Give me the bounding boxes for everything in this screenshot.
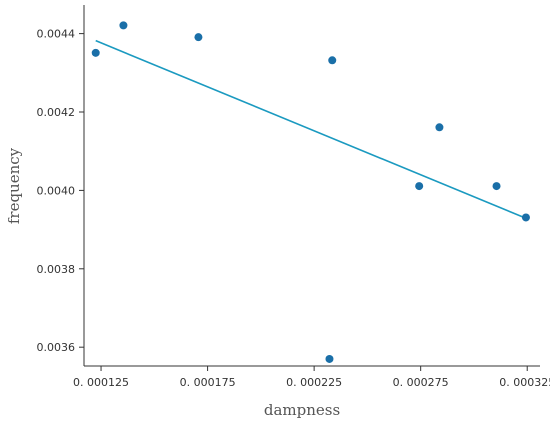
data-point (435, 123, 444, 132)
y-axis-ticks: 0.0036 0.0038 0.0040 0.0042 0.0044 (37, 28, 84, 354)
x-axis-label: dampness (264, 401, 340, 419)
y-tick-label: 0.0038 (37, 263, 76, 276)
y-tick-label: 0.0036 (37, 341, 76, 354)
data-point (194, 33, 203, 42)
x-tick-label: 0. 000175 (180, 376, 236, 389)
data-point (91, 48, 100, 57)
x-axis-ticks: 0. 000125 0. 000175 0. 000225 0. 000275 0. 0… (73, 366, 550, 389)
data-points (91, 21, 530, 363)
data-point (325, 354, 334, 363)
y-tick-label: 0.0042 (37, 106, 76, 119)
y-axis-label: frequency (5, 147, 23, 224)
trendline-layer (95, 39, 527, 219)
data-point (119, 21, 128, 30)
data-point (415, 182, 424, 191)
y-tick-label: 0.0044 (37, 28, 76, 41)
x-tick-label: 0. 000275 (393, 376, 449, 389)
data-point (328, 56, 337, 65)
data-point (492, 182, 501, 191)
y-tick-label: 0.0040 (37, 184, 76, 197)
x-tick-label: 0. 000125 (73, 376, 129, 389)
trendline (95, 39, 527, 219)
x-tick-label: 0. 000225 (286, 376, 342, 389)
plot-frame (83, 5, 540, 367)
data-point (521, 213, 530, 222)
x-tick-label: 0. 000325 (499, 376, 550, 389)
